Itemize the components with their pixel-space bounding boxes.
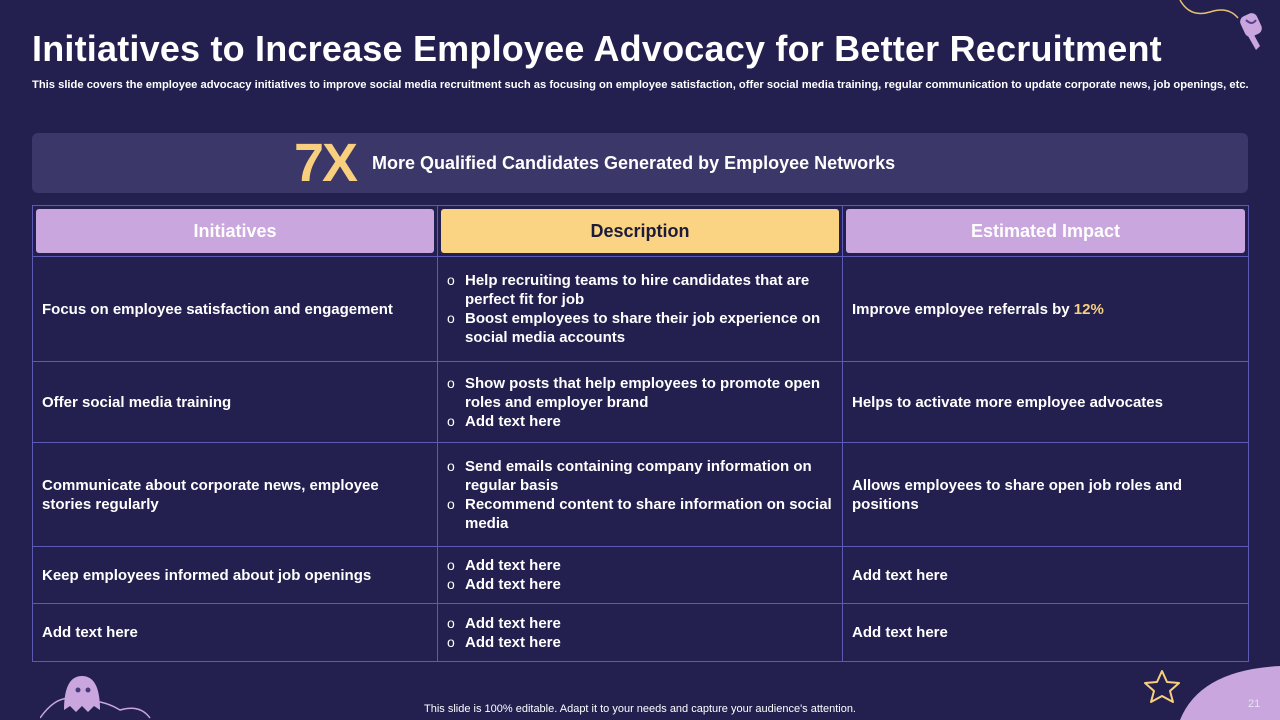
initiatives-table: Initiatives Description Estimated Impact…	[32, 205, 1249, 662]
corner-blob	[1180, 666, 1280, 720]
impact-cell: Add text here	[842, 546, 1249, 604]
table-header-row: Initiatives Description Estimated Impact	[32, 205, 1249, 257]
description-bullet: Add text here	[447, 575, 833, 594]
impact-cell: Add text here	[842, 603, 1249, 662]
description-cell: Help recruiting teams to hire candidates…	[437, 256, 843, 362]
header-description: Description	[441, 209, 839, 253]
description-cell: Add text here Add text here	[437, 546, 843, 604]
page-number: 21	[1248, 698, 1261, 710]
initiative-cell: Offer social media training	[32, 361, 438, 443]
description-bullet: Add text here	[447, 412, 833, 431]
banner-number: 7X	[294, 133, 358, 193]
table-row: Focus on employee satisfaction and engag…	[32, 256, 1249, 362]
star-icon	[1144, 670, 1180, 703]
candy-icon	[1240, 13, 1262, 50]
table-row: Keep employees informed about job openin…	[32, 546, 1249, 604]
table-row: Communicate about corporate news, employ…	[32, 442, 1249, 547]
impact-text: Improve employee referrals by	[852, 300, 1074, 318]
header-estimated-impact: Estimated Impact	[846, 209, 1245, 253]
highlight-banner	[32, 133, 1248, 193]
initiative-cell: Communicate about corporate news, employ…	[32, 442, 438, 547]
initiative-cell: Focus on employee satisfaction and engag…	[32, 256, 438, 362]
description-bullet: Send emails containing company informati…	[447, 457, 833, 495]
table-row: Offer social media training Show posts t…	[32, 361, 1249, 443]
description-bullet: Add text here	[447, 614, 833, 633]
footer-note: This slide is 100% editable. Adapt it to…	[424, 703, 856, 715]
ghost-icon	[40, 676, 151, 719]
description-bullet: Add text here	[447, 556, 833, 575]
description-cell: Add text here Add text here	[437, 603, 843, 662]
slide-subtitle: This slide covers the employee advocacy …	[32, 79, 1249, 91]
description-cell: Show posts that help employees to promot…	[437, 361, 843, 443]
banner-text: More Qualified Candidates Generated by E…	[372, 153, 896, 173]
table-row: Add text here Add text here Add text her…	[32, 603, 1249, 662]
description-bullet: Show posts that help employees to promot…	[447, 374, 833, 412]
impact-cell: Helps to activate more employee advocate…	[842, 361, 1249, 443]
description-bullet: Recommend content to share information o…	[447, 495, 833, 533]
description-bullet: Boost employees to share their job exper…	[447, 309, 833, 347]
header-initiatives: Initiatives	[36, 209, 434, 253]
impact-cell: Improve employee referrals by 12%	[842, 256, 1249, 362]
slide-title: Initiatives to Increase Employee Advocac…	[32, 28, 1162, 69]
description-bullet: Add text here	[447, 633, 833, 652]
cloud-doodle	[1179, 0, 1239, 19]
impact-highlight: 12%	[1073, 300, 1104, 318]
impact-cell: Allows employees to share open job roles…	[842, 442, 1249, 547]
initiative-cell: Add text here	[32, 603, 438, 662]
description-cell: Send emails containing company informati…	[437, 442, 843, 547]
initiative-cell: Keep employees informed about job openin…	[32, 546, 438, 604]
description-bullet: Help recruiting teams to hire candidates…	[447, 271, 833, 309]
